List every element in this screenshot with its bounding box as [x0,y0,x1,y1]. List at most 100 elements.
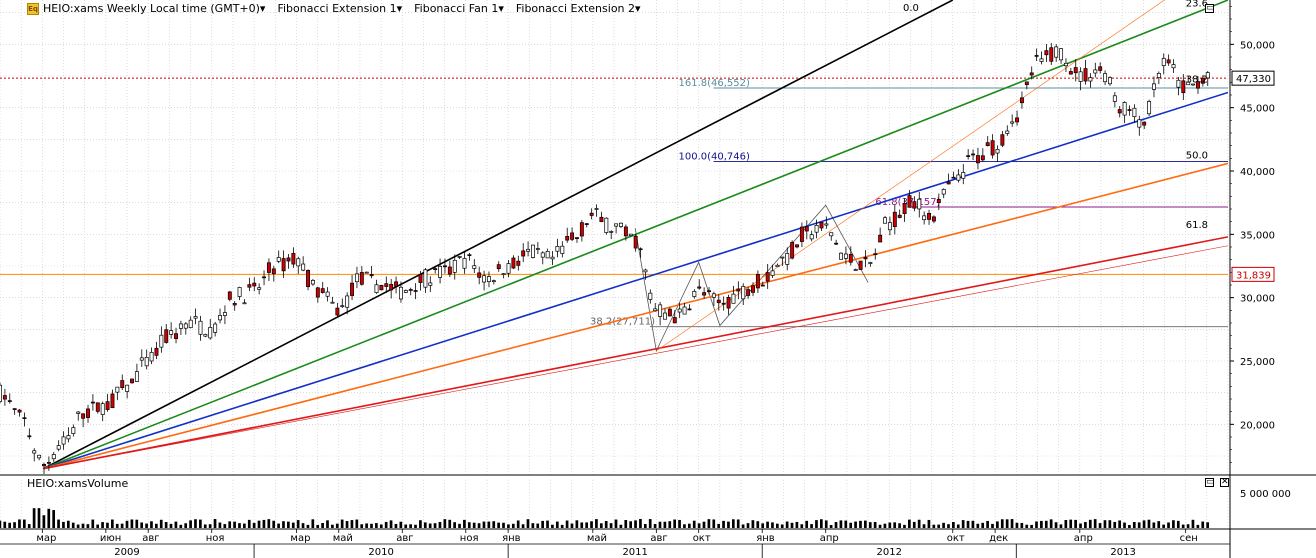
volume-bar [438,522,442,528]
volume-bar [448,519,452,528]
chart-logo-icon[interactable]: Eq [27,3,39,15]
volume-bar [531,523,535,528]
candle-body [462,258,467,269]
candle-body [130,378,134,384]
candle-body [1034,55,1039,57]
volume-bar [1084,522,1087,528]
volume-bar [492,521,496,528]
volume-bar [482,521,486,528]
candle-body [775,264,780,268]
volume-bar [795,521,799,528]
volume-bar [458,523,461,528]
candle-body [398,286,403,300]
candle-body [765,272,770,282]
time-axis-year-label: 2012 [877,547,902,558]
volume-bar [257,520,261,528]
candle-body [883,217,887,224]
candle-body [990,140,995,156]
volume-bar [1191,519,1195,528]
candle-body [1063,62,1068,67]
candle-body [452,259,457,273]
volume-bar [487,521,491,528]
volume-bar [673,519,677,528]
main-pane-maximize-button[interactable]: ▭ [1205,3,1215,13]
volume-bar [849,522,853,528]
time-axis-year-label: 2013 [1110,547,1135,558]
candle-body [941,189,946,195]
symbol-title-menu[interactable]: HEIO:xams Weekly Local time (GMT+0)▾ [43,2,266,15]
volume-bar [355,519,359,528]
volume-bar [771,522,774,528]
candle-body [892,211,897,227]
candle-body [1049,47,1054,62]
candle-body [1171,64,1176,69]
candle-body [335,307,340,316]
price-axis-tick-label: 45,000 [1240,104,1275,115]
candle-body [1029,72,1034,76]
candle-body [1176,79,1181,88]
fib-fan-level-label: 0.0 [903,3,919,14]
volume-bar [834,522,838,528]
volume-bar [981,522,985,528]
price-axis: 20,000 25,000 30,000 35,000 40,000 45,000 50,0… [1230,6,1275,463]
volume-bar [52,510,56,528]
candle-body [1147,101,1152,115]
volume-bar [893,522,897,528]
volume-bar [996,521,999,528]
volume-pane-maximize-button[interactable]: ▭ [1205,477,1215,487]
volume-bar [820,519,823,528]
candle-body [1093,69,1098,74]
volume-bar [42,515,46,528]
volume-bar [785,521,789,528]
volume-bar [394,523,398,528]
candle-body [1005,130,1010,134]
candle-body [795,244,799,248]
volume-bar [697,523,701,528]
time-axis-month-label: май [333,533,353,544]
volume-bar [678,519,681,528]
candle-body [1117,109,1122,114]
volume-bar [306,524,310,528]
volume-bar [575,520,579,528]
volume-pane-close-button[interactable]: ✕ [1220,477,1229,487]
candle-body [1054,46,1059,58]
chart-toolbar: HEIO:xams Weekly Local time (GMT+0)▾ Fib… [43,2,641,15]
candle-body [433,268,438,270]
volume-bar [815,520,818,528]
candle-body [535,248,540,250]
volume-bar [360,524,364,528]
study-fibonacci-extension-1-menu[interactable]: Fibonacci Extension 1▾ [277,2,403,15]
candle-body [858,260,863,270]
candle-body [814,225,819,233]
study-fibonacci-extension-2-menu[interactable]: Fibonacci Extension 2▾ [515,2,641,15]
volume-bar [810,524,813,528]
time-axis-month-label: мар [290,533,310,544]
candle-body [350,282,355,296]
candle-body [418,274,423,283]
volume-bar [1015,522,1019,528]
volume-bar [683,524,686,528]
candle-body [178,323,183,329]
candle-body [477,272,482,278]
volume-bar [208,524,212,528]
volume-bar [428,523,432,528]
volume-axis-tick-label: 5 000 000 [1240,489,1291,500]
volume-bar [316,524,320,528]
study-fibonacci-fan-1-menu[interactable]: Fibonacci Fan 1▾ [414,2,504,15]
volume-bar [1079,523,1082,528]
volume-bar [1093,519,1097,528]
volume-bar [213,519,217,528]
volume-bar [335,523,339,528]
candle-body [619,222,623,227]
candle-body [296,258,301,267]
fib-fan-line-black [42,0,954,470]
candle-body [873,253,878,256]
candle-body [555,245,560,252]
time-axis-year-label: 2009 [114,547,139,558]
fib-fan-line-red-thin [43,245,1228,469]
candle-body [86,408,90,418]
candle-body [281,258,286,272]
candle-body [716,299,721,304]
candle-body [66,435,71,440]
